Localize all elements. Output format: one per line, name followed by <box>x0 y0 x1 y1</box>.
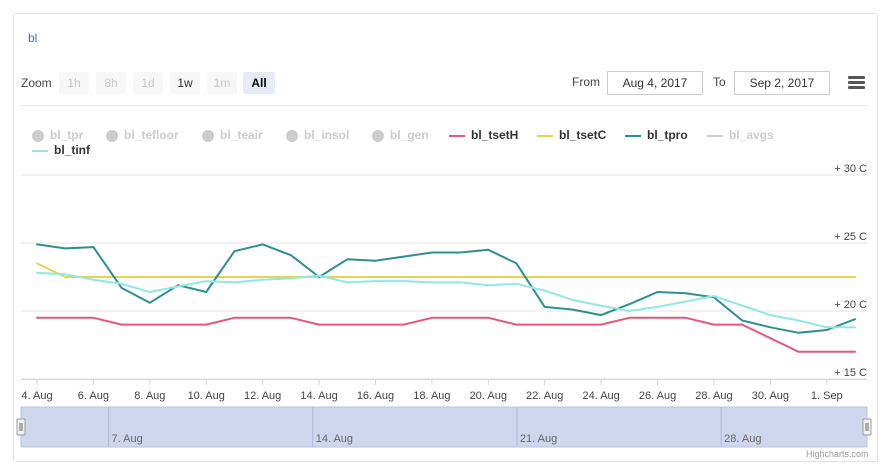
zoom-all-button[interactable]: All <box>243 72 275 94</box>
legend-item-bl-avgs[interactable]: bl_avgs <box>707 128 774 142</box>
x-tick-label: 18. Aug <box>413 390 450 402</box>
legend-item-bl-tefloor[interactable]: bl_tefloor <box>106 128 179 142</box>
to-date-input[interactable]: Sep 2, 2017 <box>734 71 830 95</box>
navigator-tick-label: 28. Aug <box>724 433 761 445</box>
legend-line-icon <box>625 134 641 137</box>
zoom-1w-button[interactable]: 1w <box>170 72 200 94</box>
from-date-input[interactable]: Aug 4, 2017 <box>607 71 703 95</box>
series-line-bl-tpro <box>36 243 856 334</box>
highcharts-credit[interactable]: Highcharts.com <box>806 449 869 459</box>
navigator-tick-label: 21. Aug <box>520 433 557 445</box>
x-tick-label: 10. Aug <box>188 390 225 402</box>
legend-item-bl-gen[interactable]: bl_gen <box>372 128 429 142</box>
x-tick-label: 24. Aug <box>582 390 619 402</box>
legend-dot-icon <box>106 129 118 142</box>
y-tick-label: + 30 C <box>834 163 867 175</box>
navigator-left-handle[interactable] <box>16 418 26 436</box>
zoom-1h-button[interactable]: 1h <box>59 72 89 94</box>
legend-line-icon <box>537 134 553 137</box>
y-tick-label: + 20 C <box>834 299 867 311</box>
legend-item-bl-tseth[interactable]: bl_tsetH <box>449 128 518 142</box>
navigator-tick-label: 14. Aug <box>316 433 353 445</box>
x-tick-label: 12. Aug <box>244 390 281 402</box>
hamburger-menu-icon[interactable] <box>848 76 865 90</box>
x-tick-label: 22. Aug <box>526 390 563 402</box>
y-tick-label: + 15 C <box>834 367 867 379</box>
x-tick-label: 20. Aug <box>470 390 507 402</box>
navigator-tick-label: 7. Aug <box>112 433 143 445</box>
zoom-8h-button[interactable]: 8h <box>96 72 126 94</box>
legend-line-icon <box>32 149 48 152</box>
legend-item-bl-insol[interactable]: bl_insol <box>286 128 349 142</box>
x-tick-label: 4. Aug <box>21 390 52 402</box>
from-label: From <box>572 75 600 89</box>
series-line-bl-tseth <box>36 316 856 353</box>
legend-item-bl-tpr[interactable]: bl_tpr <box>32 128 83 142</box>
x-tick-label: 30. Aug <box>752 390 789 402</box>
legend-line-icon <box>707 134 723 137</box>
y-tick-label: + 25 C <box>834 231 867 243</box>
x-tick-label: 6. Aug <box>78 390 109 402</box>
x-tick-label: 8. Aug <box>134 390 165 402</box>
legend-dot-icon <box>372 129 384 142</box>
legend-item-bl-tsetc[interactable]: bl_tsetC <box>537 128 606 142</box>
x-tick-label: 28. Aug <box>695 390 732 402</box>
chart-title: bl <box>28 31 38 45</box>
navigator-window <box>20 406 868 448</box>
x-tick-label: 26. Aug <box>639 390 676 402</box>
x-tick-label: 1. Sep <box>811 390 843 402</box>
to-label: To <box>713 75 726 89</box>
x-tick-label: 16. Aug <box>357 390 394 402</box>
legend-item-bl-teair[interactable]: bl_teair <box>202 128 263 142</box>
legend-dot-icon <box>202 129 214 142</box>
zoom-label: Zoom <box>21 76 52 90</box>
legend-line-icon <box>449 134 465 137</box>
legend-dot-icon <box>32 129 44 142</box>
legend-item-bl-tinf[interactable]: bl_tinf <box>32 143 90 157</box>
series-line-bl-tinf <box>36 271 856 329</box>
zoom-1d-button[interactable]: 1d <box>133 72 163 94</box>
toolbar-divider <box>21 105 867 106</box>
legend-item-bl-tpro[interactable]: bl_tpro <box>625 128 688 142</box>
legend-dot-icon <box>286 129 298 142</box>
zoom-1m-button[interactable]: 1m <box>207 72 237 94</box>
navigator-right-handle[interactable] <box>862 418 872 436</box>
x-tick-label: 14. Aug <box>300 390 337 402</box>
series-line-bl-tsetc <box>36 262 856 278</box>
